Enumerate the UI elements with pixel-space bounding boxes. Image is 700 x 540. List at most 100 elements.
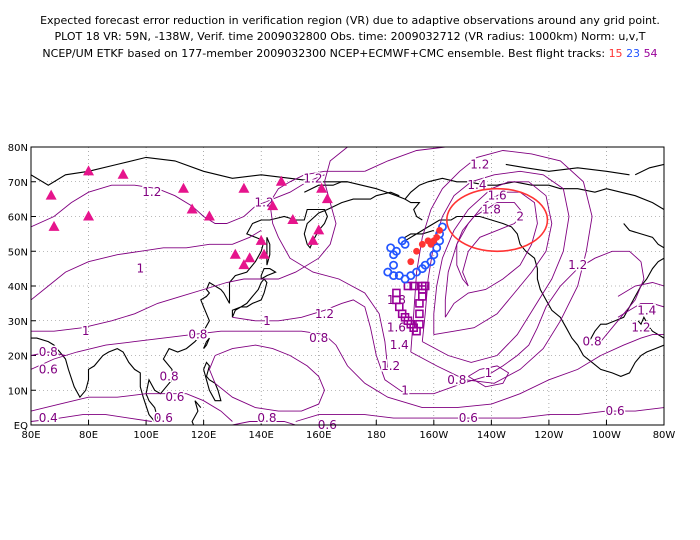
- contour-line: [31, 414, 152, 422]
- latitude-labels: 80N 70N 60N 50N 40N 30N 20N 10N EQ: [8, 143, 28, 432]
- observation-sites: [45, 165, 333, 270]
- contour-line: [364, 147, 446, 172]
- coastline: [31, 191, 400, 423]
- coastline: [404, 215, 664, 377]
- coastline: [404, 177, 664, 221]
- contour-label: 0.6: [39, 362, 58, 376]
- title-line-1: Expected forecast error reduction in ver…: [40, 14, 660, 27]
- observation-triangle: [229, 248, 241, 259]
- contour-label: 2: [516, 210, 524, 224]
- lat-label: 20N: [8, 352, 28, 363]
- contour-label: 0.8: [309, 331, 328, 345]
- contour-label: 1.4: [390, 338, 409, 352]
- lon-label: 100W: [592, 430, 621, 441]
- track-23-marker: [389, 260, 398, 270]
- observation-triangle: [83, 165, 95, 176]
- observation-triangle: [48, 220, 60, 231]
- observation-triangle: [244, 252, 256, 263]
- coastline: [158, 432, 193, 436]
- contour-label: 0.8: [188, 328, 207, 342]
- observation-triangle: [258, 248, 270, 259]
- contour-line: [433, 181, 553, 336]
- lat-label: 60N: [8, 213, 28, 224]
- observation-triangle: [45, 189, 57, 200]
- lon-label: 160W: [419, 430, 448, 441]
- coastline: [623, 223, 664, 249]
- coastline: [31, 156, 406, 200]
- contour-label: 1.2: [315, 307, 334, 321]
- contour-label: 0.6: [606, 404, 625, 418]
- contour-label: 1: [82, 324, 90, 338]
- coastline: [588, 257, 664, 342]
- track-15-marker: [436, 227, 443, 234]
- track-15-marker: [433, 233, 441, 241]
- observation-triangle: [316, 182, 328, 193]
- contour-label: 0.8: [257, 411, 276, 425]
- contour-line: [468, 365, 510, 388]
- contour-label: 1.2: [470, 157, 489, 171]
- lon-label: 120W: [534, 430, 563, 441]
- observation-triangle: [313, 224, 325, 235]
- lat-label: 50N: [8, 247, 28, 258]
- contour-label: 1: [263, 314, 271, 328]
- contour-lines: [31, 147, 664, 425]
- track-23-marker: [389, 271, 398, 281]
- contour-line: [410, 150, 593, 384]
- track-15-marker: [418, 240, 426, 248]
- contour-label: 1.2: [142, 185, 161, 199]
- contour-line: [617, 282, 664, 297]
- observation-triangle: [177, 182, 189, 193]
- coastline: [634, 163, 664, 176]
- contour-label: 0.8: [583, 335, 602, 349]
- lat-label: 30N: [8, 317, 28, 328]
- contour-label: 1.2: [631, 321, 650, 335]
- lat-label: 10N: [8, 386, 28, 397]
- contour-label: 1: [137, 262, 145, 276]
- observation-triangle: [186, 203, 198, 214]
- lon-label: 140E: [248, 430, 273, 441]
- track-54-marker: [403, 281, 413, 291]
- contour-line: [269, 170, 389, 370]
- track-23-marker: [400, 239, 410, 249]
- coastline: [266, 237, 271, 266]
- track-54-marker: [415, 309, 424, 319]
- coastlines: [31, 156, 664, 436]
- track-54-marker: [415, 319, 424, 329]
- contour-line: [232, 250, 642, 395]
- observation-triangle: [287, 213, 299, 224]
- track-15-marker: [413, 247, 420, 255]
- contour-label: 1.2: [381, 359, 400, 373]
- contour-label: 1.2: [303, 171, 322, 185]
- observation-triangle: [255, 234, 267, 245]
- coastline: [203, 337, 210, 349]
- flight-tracks: [383, 222, 447, 336]
- track-54-marker: [418, 292, 427, 301]
- title-line-3: NCEP/UM ETKF based on 177-member 2009032…: [0, 46, 700, 61]
- lat-label: 40N: [8, 282, 28, 293]
- track-54-label: 54: [643, 47, 658, 60]
- observation-triangle: [203, 210, 215, 221]
- observation-triangle: [307, 234, 319, 245]
- lat-label: 70N: [8, 178, 28, 189]
- contour-line: [31, 393, 233, 422]
- lon-label: 180: [367, 430, 386, 441]
- contour-line: [31, 147, 348, 332]
- observation-triangle: [117, 168, 129, 179]
- contour-labels: 1.21.21.21.21.41.61.8 2110.81.20.81.81.61…: [37, 156, 658, 434]
- contour-label: 0.6: [154, 411, 173, 425]
- contour-label: 0.6: [459, 411, 478, 425]
- observation-triangle: [321, 193, 333, 204]
- observation-triangle: [83, 210, 95, 221]
- track-54-marker: [415, 299, 424, 308]
- coastline: [304, 181, 348, 193]
- lon-label: 80E: [79, 430, 98, 441]
- lat-label: EQ: [14, 421, 28, 432]
- contour-line: [31, 351, 66, 356]
- coastline: [505, 163, 630, 176]
- contour-label: 1.4: [637, 303, 656, 317]
- title-line-3-text: NCEP/UM ETKF based on 177-member 2009032…: [42, 47, 609, 60]
- coastline: [260, 268, 277, 280]
- contour-label: 0.4: [39, 411, 58, 425]
- title-line-2: PLOT 18 VR: 59N, -138W, Verif. time 2009…: [54, 30, 646, 43]
